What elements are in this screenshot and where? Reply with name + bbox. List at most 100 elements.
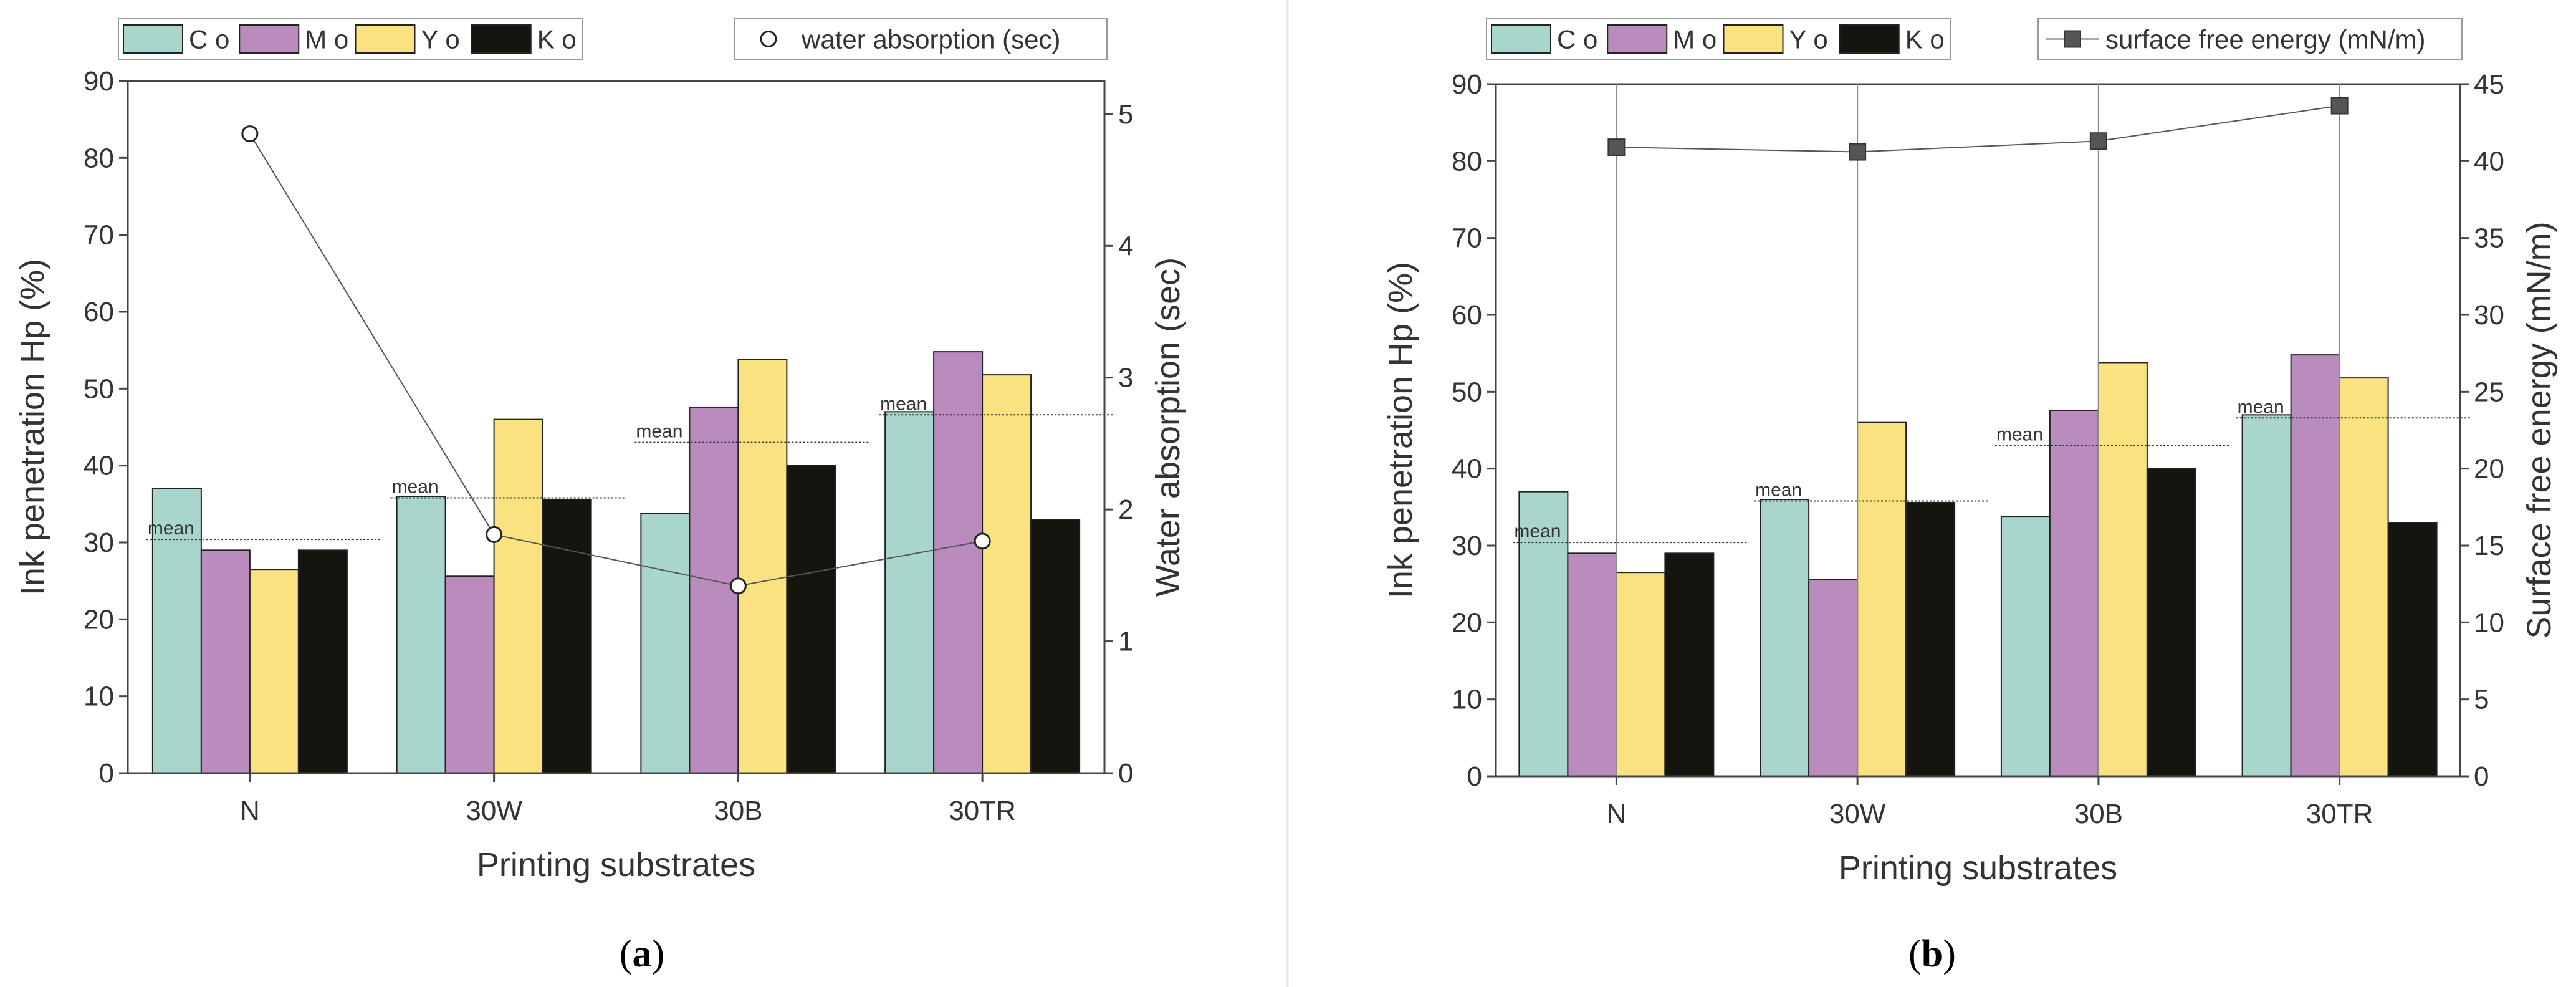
bar-K-30W xyxy=(542,498,592,774)
x-tick-label: 30W xyxy=(466,796,522,826)
bar-Y-30B xyxy=(737,359,788,774)
left-tick-label: 10 xyxy=(84,681,114,712)
left-tick-label: 90 xyxy=(1452,69,1482,100)
right-tick-label: 30 xyxy=(2474,300,2504,330)
bar-Y-N xyxy=(249,569,299,774)
bar-M-N xyxy=(1567,552,1617,777)
left-tick-label: 20 xyxy=(1452,607,1482,638)
legend-line-box xyxy=(2037,18,2463,60)
legend-swatch-C xyxy=(123,24,183,54)
legend-label-C: C o xyxy=(1557,25,1597,54)
bar-Y-N xyxy=(1616,572,1666,778)
y-axis-title-right: Surface free energy (mN/m) xyxy=(2521,221,2558,638)
bar-C-30W xyxy=(1760,499,1810,777)
left-tick-label: 80 xyxy=(1452,146,1482,176)
secondary-series-line xyxy=(1616,105,2340,153)
caption-a: (a) xyxy=(620,933,664,975)
bar-C-N xyxy=(151,488,202,774)
left-tick-label: 0 xyxy=(1467,761,1482,792)
bar-M-30B xyxy=(2049,409,2099,777)
y-axis-title-left: Ink penetration Hp (%) xyxy=(14,259,51,595)
legend-line-label: water absorption (sec) xyxy=(801,25,1061,54)
x-tick-label: N xyxy=(240,796,260,826)
left-tick-label: 40 xyxy=(84,451,114,481)
caption-a-close: ) xyxy=(652,933,665,975)
legend-swatch-K xyxy=(471,24,532,54)
right-tick-label: 0 xyxy=(2474,761,2489,792)
mean-label: mean xyxy=(2238,397,2284,417)
bar-Y-30TR xyxy=(982,374,1032,774)
left-tick-label: 50 xyxy=(1452,377,1482,407)
bar-Y-30B xyxy=(2097,362,2148,777)
bar-Y-30W xyxy=(1857,421,1907,777)
water-absorption-point-N xyxy=(241,125,259,143)
x-tick-label: N xyxy=(1606,799,1626,829)
bar-C-30B xyxy=(2000,516,2051,778)
left-tick-label: 20 xyxy=(84,604,114,635)
mean-label: mean xyxy=(392,476,439,497)
bar-Y-30W xyxy=(493,418,543,774)
bar-M-30TR xyxy=(2290,354,2340,777)
caption-b: (b) xyxy=(1908,933,1956,975)
right-tick-label: 45 xyxy=(2474,69,2504,100)
mean-label: mean xyxy=(636,421,682,442)
chart-panel-b: mean mean mean mean 0 10 20 30 40 50 60 70 80 90 0 5 10 1… xyxy=(1382,18,2558,887)
x-tick-label: 30B xyxy=(2074,799,2123,829)
caption-a-open: ( xyxy=(620,933,633,975)
right-tick-label: 5 xyxy=(2474,685,2489,715)
legend-swatch-C xyxy=(1491,24,1551,54)
caption-b-open: ( xyxy=(1908,933,1922,975)
x-tick-label: 30W xyxy=(1829,799,1886,829)
legend-swatch-M xyxy=(1607,24,1668,54)
right-tick-label: 15 xyxy=(2474,531,2504,561)
left-tick-label: 60 xyxy=(1452,300,1482,330)
left-tick-label: 60 xyxy=(84,297,114,327)
bar-K-30B xyxy=(2146,468,2196,778)
caption-a-letter: a xyxy=(633,933,652,975)
bar-K-N xyxy=(297,549,348,774)
left-tick-label: 90 xyxy=(84,66,114,97)
left-tick-label: 70 xyxy=(1452,223,1482,254)
right-tick-label: 1 xyxy=(1118,627,1133,657)
chart-panel-a: mean mean mean mean 0 10 20 30 40 50 60 70 80 90 0 1 2 3 4… xyxy=(14,18,1187,883)
water-absorption-point-30B xyxy=(729,577,747,595)
left-tick-label: 30 xyxy=(1452,531,1482,561)
bar-K-30W xyxy=(1905,501,1956,778)
mean-label: mean xyxy=(1996,425,2043,445)
bar-C-30TR xyxy=(884,411,935,774)
sfe-point-N xyxy=(1607,138,1626,156)
bar-C-30W xyxy=(396,496,446,774)
mean-label: mean xyxy=(1755,479,1802,500)
bar-K-30B xyxy=(786,465,836,774)
sfe-point-30TR xyxy=(2330,97,2349,115)
bar-M-30B xyxy=(689,406,739,774)
bar-M-N xyxy=(200,549,251,774)
right-tick-label: 20 xyxy=(2474,454,2504,484)
y-axis-title-right: Water absorption (sec) xyxy=(1149,258,1187,597)
mean-label: mean xyxy=(1514,521,1561,542)
legend-open-circle-icon xyxy=(760,31,777,47)
mean-label: mean xyxy=(880,393,927,414)
legend-line-box xyxy=(734,18,1108,60)
mean-label: mean xyxy=(148,518,194,539)
x-axis-title: Printing substrates xyxy=(477,846,755,883)
x-axis-title: Printing substrates xyxy=(1839,849,2117,887)
bar-K-N xyxy=(1664,552,1715,777)
left-tick-label: 0 xyxy=(99,758,114,789)
bar-M-30W xyxy=(1808,579,1859,777)
legend-label-Y: Y o xyxy=(1789,25,1828,54)
right-tick-label: 5 xyxy=(1118,99,1133,130)
legend-square-icon xyxy=(2064,30,2081,48)
right-tick-label: 10 xyxy=(2474,607,2504,638)
plot-frame xyxy=(1495,83,2461,778)
x-tick-label: 30TR xyxy=(949,796,1016,826)
legend-swatch-Y xyxy=(355,24,416,54)
bar-M-30W xyxy=(444,575,495,774)
left-tick-label: 80 xyxy=(84,143,114,173)
left-tick-label: 30 xyxy=(84,527,114,558)
left-tick-label: 50 xyxy=(84,373,114,404)
bar-M-30TR xyxy=(933,351,984,774)
bar-K-30TR xyxy=(2387,522,2438,777)
bar-C-30TR xyxy=(2241,414,2292,777)
